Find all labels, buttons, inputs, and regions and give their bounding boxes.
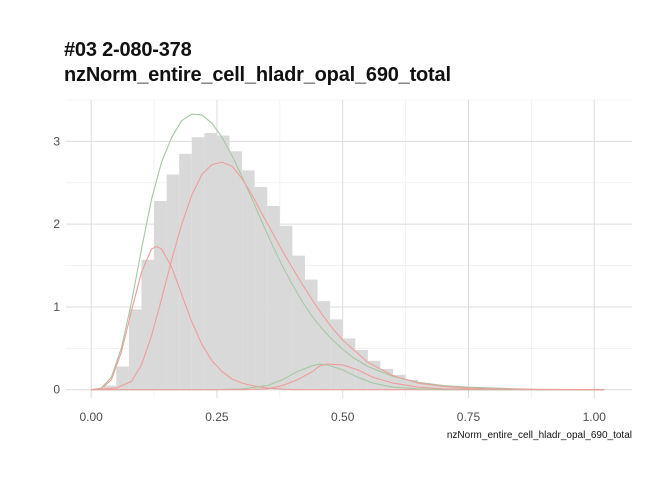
histogram-bar <box>191 137 205 390</box>
histogram-bar <box>430 384 444 390</box>
y-tick-labels: 0 1 2 3 <box>53 134 60 396</box>
y-tick-label: 0 <box>53 383 60 397</box>
histogram-bar <box>128 309 142 390</box>
x-tick-label: 0.75 <box>457 410 481 424</box>
histogram-bars <box>103 133 507 390</box>
x-axis-title: nzNorm_entire_cell_hladr_opal_690_total <box>447 430 632 441</box>
y-tick-label: 2 <box>53 217 60 231</box>
chart-title-line-1: #03 2-080-378 <box>64 39 192 61</box>
density-curves <box>91 113 605 391</box>
histogram-bar <box>242 170 255 390</box>
histogram-bar <box>405 379 419 390</box>
histogram-bar <box>204 133 217 390</box>
chart-title: #03 2-080-378 nzNorm_entire_cell_hladr_o… <box>64 38 451 88</box>
density-curve-2 <box>91 245 605 391</box>
y-tick-label: 1 <box>53 300 60 314</box>
histogram-bar <box>330 319 343 390</box>
chart-title-line-2: nzNorm_entire_cell_hladr_opal_690_total <box>64 64 451 86</box>
histogram-bar <box>154 200 167 390</box>
histogram-bar <box>317 301 331 390</box>
density-curve-1 <box>91 113 605 391</box>
histogram-bar <box>166 174 180 390</box>
histogram-bar <box>179 153 192 390</box>
histogram-bar <box>254 186 268 390</box>
histogram-bar <box>116 366 129 390</box>
histogram-bar <box>103 385 117 390</box>
x-tick-label: 0.25 <box>205 410 229 424</box>
x-tick-labels: 0.00 0.25 0.50 0.75 1.00 <box>79 410 606 424</box>
histogram-bar <box>229 151 243 390</box>
histogram-bar <box>216 135 230 390</box>
density-curve-5 <box>91 363 605 391</box>
histogram-bar <box>267 205 280 390</box>
x-tick-label: 1.00 <box>583 410 607 424</box>
x-tick-label: 0.50 <box>331 410 355 424</box>
histogram-bar <box>141 259 155 390</box>
y-tick-label: 3 <box>53 134 60 148</box>
histogram-bar <box>304 279 318 390</box>
density-curve-3 <box>91 161 605 391</box>
histogram-bar <box>418 383 431 390</box>
histogram-bar <box>443 386 456 390</box>
x-tick-label: 0.00 <box>79 410 103 424</box>
